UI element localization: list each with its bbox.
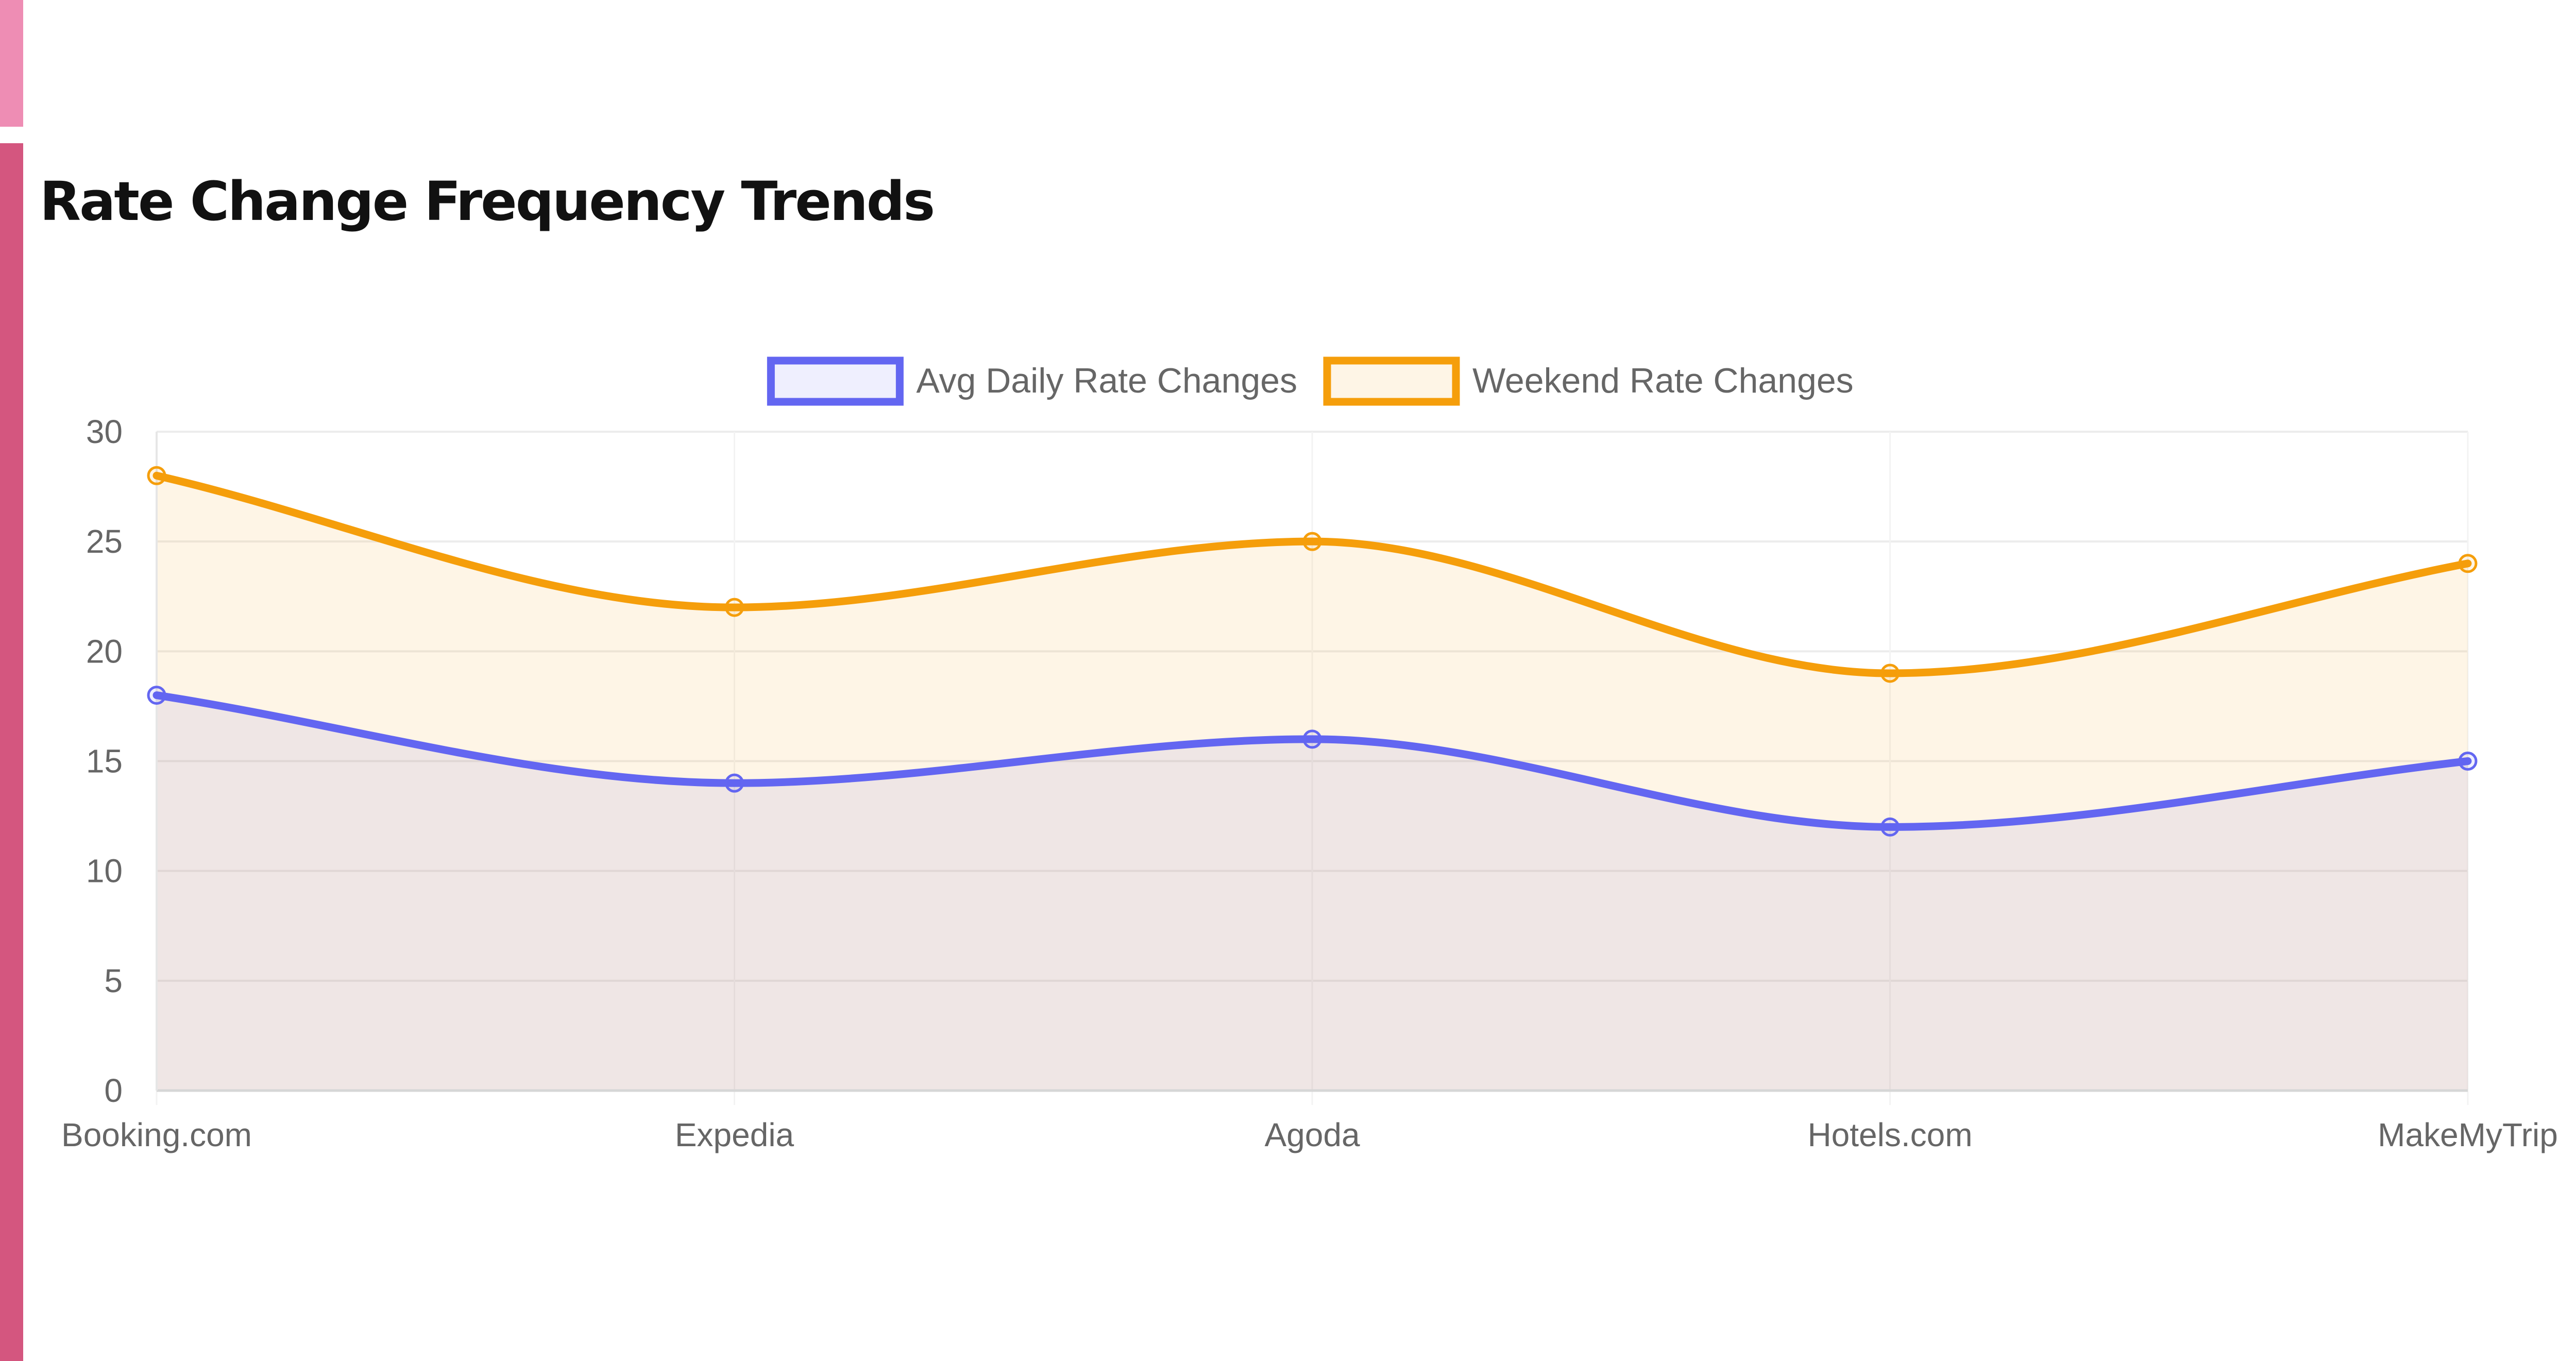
area-fill-weekend-rate-changes xyxy=(157,475,2468,1091)
data-point-avg-daily-rate-changes-makemytrip[interactable] xyxy=(2458,752,2478,771)
y-tick-label: 0 xyxy=(104,1072,123,1109)
data-point-avg-daily-rate-changes-hotels-com[interactable] xyxy=(1880,817,1900,837)
y-tick-label: 10 xyxy=(86,853,123,890)
y-tick-label: 30 xyxy=(86,413,123,450)
data-point-avg-daily-rate-changes-expedia[interactable] xyxy=(725,773,744,793)
y-tick-label: 15 xyxy=(86,743,123,780)
data-point-weekend-rate-changes-booking-com[interactable] xyxy=(147,466,166,485)
y-tick-label: 5 xyxy=(104,962,123,999)
accent-bar-top xyxy=(0,0,23,127)
data-point-avg-daily-rate-changes-agoda[interactable] xyxy=(1302,729,1322,749)
x-tick-label-hotels-com: Hotels.com xyxy=(1807,1116,1972,1153)
legend-label: Avg Daily Rate Changes xyxy=(916,361,1297,400)
legend-swatch-avg-daily-rate-changes xyxy=(767,356,904,406)
x-tick-label-makemytrip: MakeMyTrip xyxy=(2378,1116,2558,1153)
x-tick-label-booking-com: Booking.com xyxy=(61,1116,252,1153)
x-tick-label-agoda: Agoda xyxy=(1264,1116,1360,1153)
data-point-avg-daily-rate-changes-booking-com[interactable] xyxy=(147,686,166,705)
legend-swatch-weekend-rate-changes xyxy=(1323,356,1460,406)
y-tick-label: 25 xyxy=(86,523,123,560)
accent-bar-main xyxy=(0,143,23,1361)
legend-item-avg-daily-rate-changes[interactable]: Avg Daily Rate Changes xyxy=(767,356,1297,406)
series-lines xyxy=(152,471,2472,831)
chart-title: Rate Change Frequency Trends xyxy=(40,170,935,233)
data-point-weekend-rate-changes-expedia[interactable] xyxy=(725,598,744,617)
area-fills xyxy=(157,475,2468,1091)
tick-labels: 0 5 10 15 20 25 30 Booking.com Expedia Agoda Hotel… xyxy=(61,413,2558,1153)
legend-item-weekend-rate-changes[interactable]: Weekend Rate Changes xyxy=(1323,356,1854,406)
legend[interactable]: Avg Daily Rate Changes Weekend Rate Chang… xyxy=(767,356,1854,406)
y-tick-label: 20 xyxy=(86,633,123,670)
series-line-weekend-rate-changes xyxy=(152,471,2472,677)
area-fill-avg-daily-rate-changes xyxy=(157,695,2468,1091)
series-line-avg-daily-rate-changes xyxy=(152,691,2472,831)
data-points xyxy=(147,466,2478,837)
axes xyxy=(156,432,2468,1092)
x-tick-label-expedia: Expedia xyxy=(675,1116,794,1153)
data-point-weekend-rate-changes-makemytrip[interactable] xyxy=(2458,554,2478,573)
legend-label: Weekend Rate Changes xyxy=(1472,361,1854,400)
data-point-weekend-rate-changes-hotels-com[interactable] xyxy=(1880,664,1900,683)
data-point-weekend-rate-changes-agoda[interactable] xyxy=(1302,532,1322,551)
